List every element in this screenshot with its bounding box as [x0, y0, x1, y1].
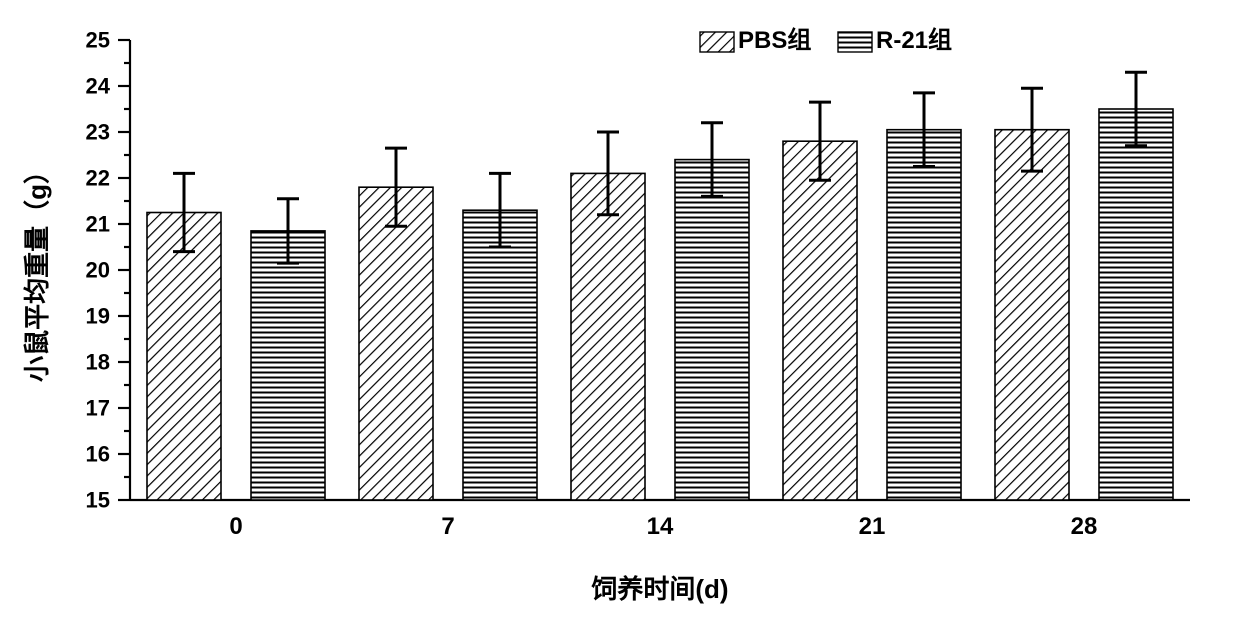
legend-label-r21: R-21组	[876, 27, 952, 54]
bar-r21	[1099, 109, 1173, 500]
chart-container: 15 16 17 18 19 20 21 22 23 24 25 0 7 14 21 28 小鼠平均重量（g） 饲…	[0, 0, 1240, 639]
bar-r21	[887, 130, 961, 500]
legend-swatch-r21	[838, 32, 872, 52]
bar-r21	[675, 160, 749, 500]
y-tick-label: 24	[86, 74, 111, 99]
bar-pbs	[147, 213, 221, 501]
y-tick-label: 25	[86, 28, 110, 53]
legend-label-pbs: PBS组	[738, 27, 811, 54]
y-tick-label: 18	[86, 350, 110, 375]
x-axis-label: 饲养时间(d)	[590, 574, 728, 604]
y-tick-label: 20	[86, 258, 110, 283]
y-tick-label: 23	[86, 120, 110, 145]
weight-bar-chart: 15 16 17 18 19 20 21 22 23 24 25 0 7 14 21 28 小鼠平均重量（g） 饲…	[0, 0, 1240, 639]
bar-pbs	[783, 141, 857, 500]
x-tick-label: 14	[647, 513, 674, 540]
y-tick-label: 15	[86, 488, 110, 513]
x-tick-label: 28	[1071, 513, 1098, 540]
y-tick-label: 21	[86, 212, 110, 237]
bar-pbs	[359, 187, 433, 500]
y-tick-label: 17	[86, 396, 110, 421]
y-tick-label: 22	[86, 166, 110, 191]
x-tick-label: 21	[859, 513, 886, 540]
x-tick-label: 7	[441, 513, 454, 540]
y-axis-label: 小鼠平均重量（g）	[22, 158, 52, 382]
bar-r21	[463, 210, 537, 500]
bar-pbs	[995, 130, 1069, 500]
legend-swatch-pbs	[700, 32, 734, 52]
y-tick-label: 16	[86, 442, 110, 467]
x-tick-label: 0	[229, 513, 242, 540]
bar-r21	[251, 231, 325, 500]
y-tick-label: 19	[86, 304, 110, 329]
bar-pbs	[571, 173, 645, 500]
